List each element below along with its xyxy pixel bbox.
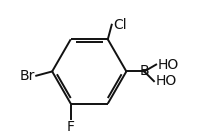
- Text: Br: Br: [20, 69, 35, 83]
- Text: B: B: [139, 64, 149, 78]
- Text: Cl: Cl: [113, 18, 127, 32]
- Text: HO: HO: [158, 58, 179, 72]
- Text: HO: HO: [155, 74, 177, 88]
- Text: F: F: [67, 120, 75, 134]
